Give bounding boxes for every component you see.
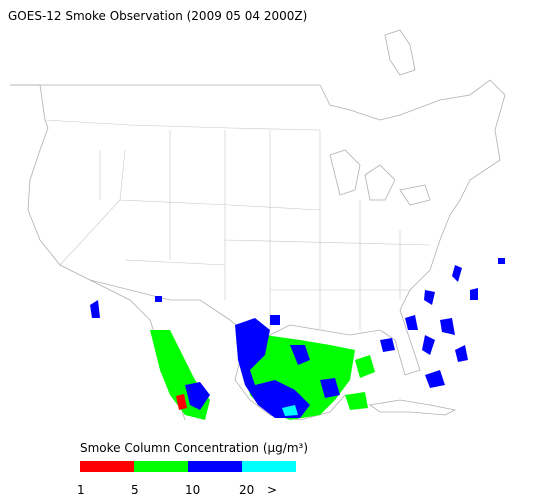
coastline (384, 29, 416, 76)
smoke-observations (90, 258, 505, 420)
legend-label: 5 (131, 483, 139, 497)
legend: 1 5 10 20 > (77, 461, 296, 497)
legend-swatch (188, 461, 242, 472)
smoke-area (235, 318, 310, 418)
legend-label: > (267, 483, 277, 497)
legend-swatch (134, 461, 188, 472)
legend-title: Smoke Column Concentration (μg/m³) (80, 441, 308, 455)
title: GOES-12 Smoke Observation (2009 05 04 20… (8, 9, 307, 23)
legend-label: 20 (239, 483, 254, 497)
legend-label: 10 (185, 483, 200, 497)
national-border (89, 279, 256, 341)
smoke-area (290, 345, 340, 398)
smoke-area (176, 394, 187, 410)
coastline (368, 399, 457, 416)
smoke-area (185, 382, 210, 410)
smoke-area (282, 405, 298, 416)
state-border (44, 119, 431, 330)
coastline (10, 79, 506, 421)
legend-swatch (80, 461, 134, 472)
coastline (10, 84, 186, 421)
legend-label: 1 (77, 483, 85, 497)
smoke-area (345, 355, 375, 410)
coastline (329, 149, 431, 206)
legend-swatch (242, 461, 296, 472)
